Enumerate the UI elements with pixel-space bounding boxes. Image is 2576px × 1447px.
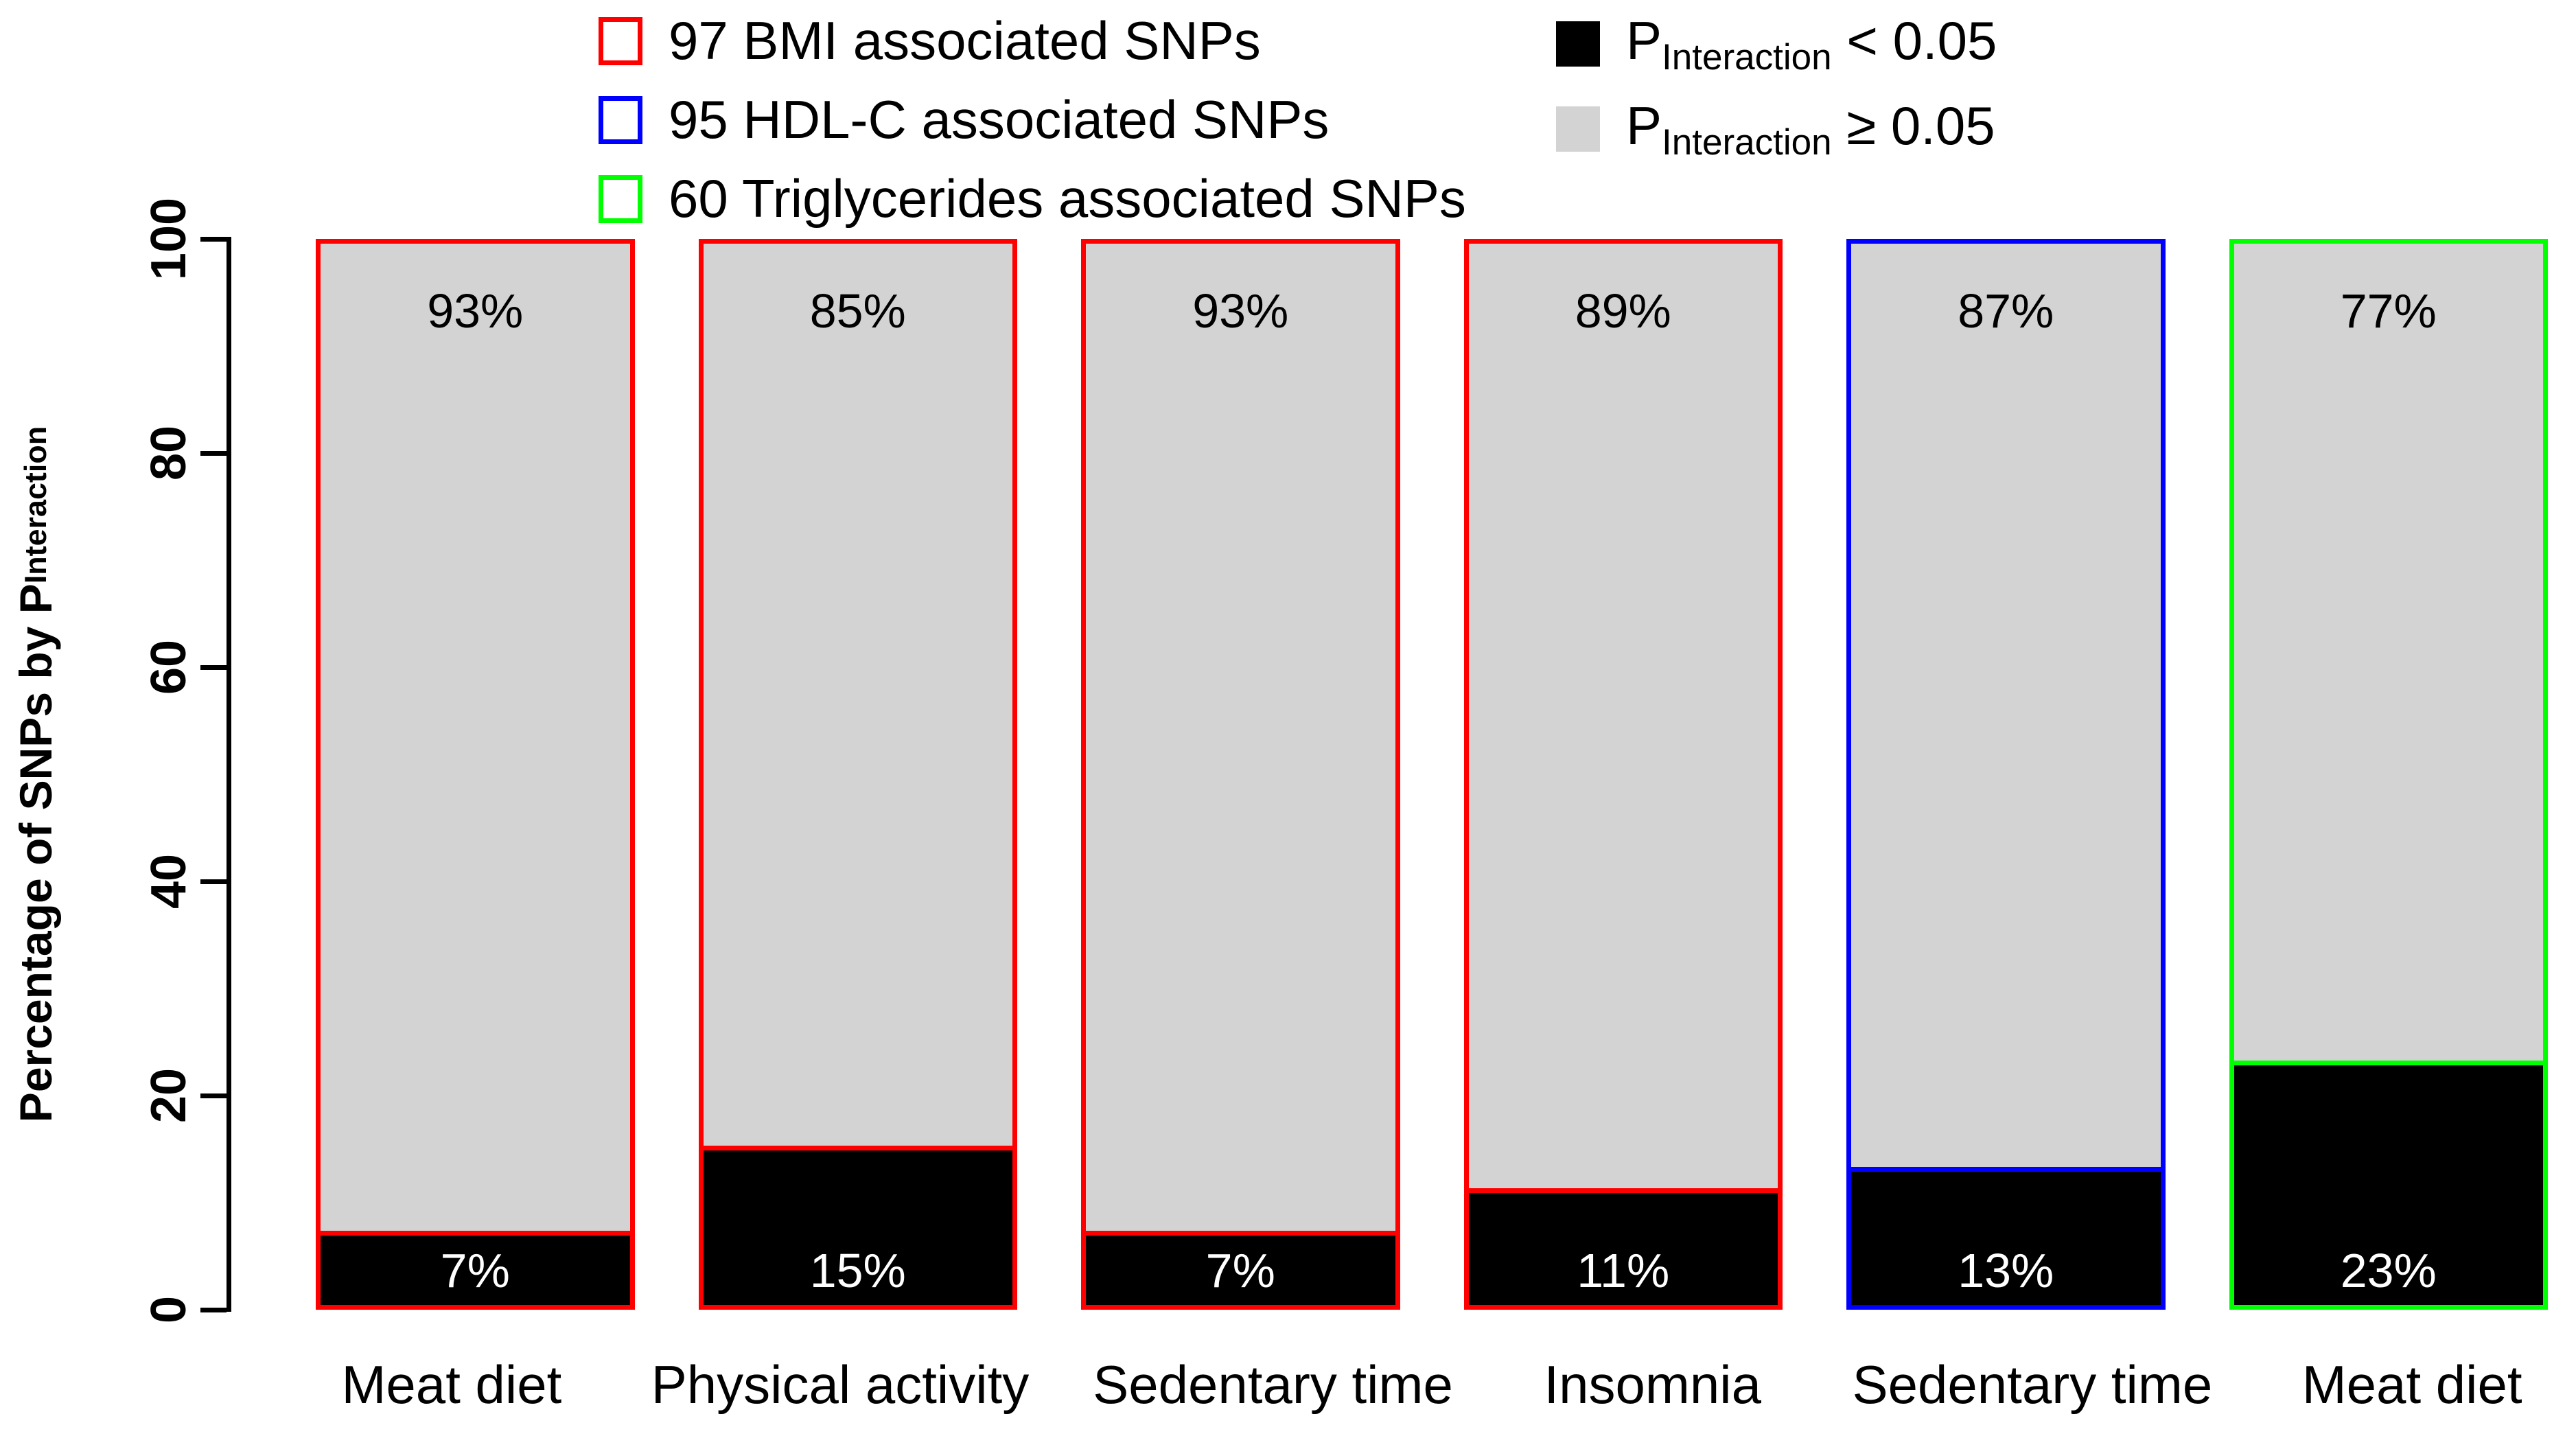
bar-black-pct-label: 23% <box>2340 1244 2437 1297</box>
legend-p-interaction: PInteraction < 0.05 PInteraction ≥ 0.05 <box>1556 10 1997 180</box>
y-tick-80 <box>200 451 227 456</box>
legend-label: 95 HDL-C associated SNPs <box>669 89 1330 150</box>
x-label-insomnia: Insomnia <box>1544 1354 1762 1415</box>
bar-black-pct-label: 7% <box>1205 1244 1275 1297</box>
x-label-meat-diet-2: Meat diet <box>2301 1354 2522 1415</box>
bar-black-segment <box>1468 1188 1778 1305</box>
legend-label: 60 Triglycerides associated SNPs <box>669 168 1466 229</box>
plot-area: 93% 7% 85% 15% 93% 7% 89% 11% 87% 13% 77… <box>316 239 2548 1310</box>
legend-label: PInteraction < 0.05 <box>1626 10 1997 78</box>
y-tick-label-20: 20 <box>141 1067 196 1124</box>
y-tick-label-60: 60 <box>141 639 196 695</box>
legend-label: 97 BMI associated SNPs <box>669 10 1261 71</box>
x-label-meat-diet: Meat diet <box>341 1354 562 1415</box>
legend-item-p-ge: PInteraction ≥ 0.05 <box>1556 95 1997 163</box>
bar-sedentary-time-bmi: 93% 7% <box>1081 239 1400 1310</box>
bar-black-pct-label: 15% <box>809 1244 906 1297</box>
hdl-legend-swatch-icon <box>599 95 642 144</box>
y-tick-label-0: 0 <box>141 1295 196 1324</box>
bar-black-segment <box>2233 1061 2543 1305</box>
bar-black-segment <box>1086 1230 1395 1305</box>
y-tick-100 <box>200 237 227 242</box>
bar-black-segment <box>1851 1167 2161 1305</box>
legend-label: PInteraction ≥ 0.05 <box>1626 95 1995 163</box>
bar-black-pct-label: 11% <box>1577 1244 1670 1297</box>
bar-gray-pct-label: 89% <box>1575 284 1671 338</box>
x-label-physical-activity: Physical activity <box>651 1354 1030 1415</box>
x-axis-labels: Meat diet Physical activity Sedentary ti… <box>316 1354 2548 1416</box>
bar-black-pct-label: 13% <box>1958 1244 2054 1297</box>
y-axis-title: Percentage of SNPs by P Interaction <box>10 426 61 1123</box>
bar-gray-pct-label: 93% <box>427 284 524 338</box>
bar-sedentary-time-hdl: 87% 13% <box>1846 239 2166 1310</box>
bar-meat-diet-triglycerides: 77% 23% <box>2229 239 2548 1310</box>
bar-black-segment <box>703 1146 1012 1305</box>
y-tick-label-80: 80 <box>141 425 196 481</box>
legend-item-triglycerides: 60 Triglycerides associated SNPs <box>599 167 1466 230</box>
bar-gray-pct-label: 77% <box>2340 284 2437 338</box>
x-label-sedentary-time-2: Sedentary time <box>1852 1354 2213 1415</box>
y-tick-label-100: 100 <box>141 197 196 281</box>
y-tick-40 <box>200 879 227 884</box>
bar-gray-pct-label: 85% <box>809 284 906 338</box>
y-tick-20 <box>200 1093 227 1098</box>
y-tick-60 <box>200 665 227 670</box>
p-ge-legend-swatch-icon <box>1556 106 1600 152</box>
y-tick-label-40: 40 <box>141 853 196 910</box>
bar-black-segment <box>321 1230 630 1305</box>
bar-gray-pct-label: 87% <box>1958 284 2054 338</box>
legend-item-bmi: 97 BMI associated SNPs <box>599 10 1466 72</box>
y-axis-line <box>227 237 231 1312</box>
bar-physical-activity-bmi: 85% 15% <box>698 239 1017 1310</box>
bar-black-pct-label: 7% <box>440 1244 510 1297</box>
y-tick-0 <box>200 1308 227 1312</box>
legend-item-hdl: 95 HDL-C associated SNPs <box>599 89 1466 151</box>
triglycerides-legend-swatch-icon <box>599 174 642 223</box>
bar-insomnia-bmi: 89% 11% <box>1463 239 1783 1310</box>
legend-snp-groups: 97 BMI associated SNPs 95 HDL-C associat… <box>599 10 1466 246</box>
bmi-legend-swatch-icon <box>599 16 642 65</box>
p-lt-legend-swatch-icon <box>1556 21 1600 67</box>
bar-meat-diet-bmi: 93% 7% <box>316 239 635 1310</box>
legend-item-p-lt: PInteraction < 0.05 <box>1556 10 1997 78</box>
bar-gray-pct-label: 93% <box>1192 284 1289 338</box>
x-label-sedentary-time: Sedentary time <box>1093 1354 1453 1415</box>
